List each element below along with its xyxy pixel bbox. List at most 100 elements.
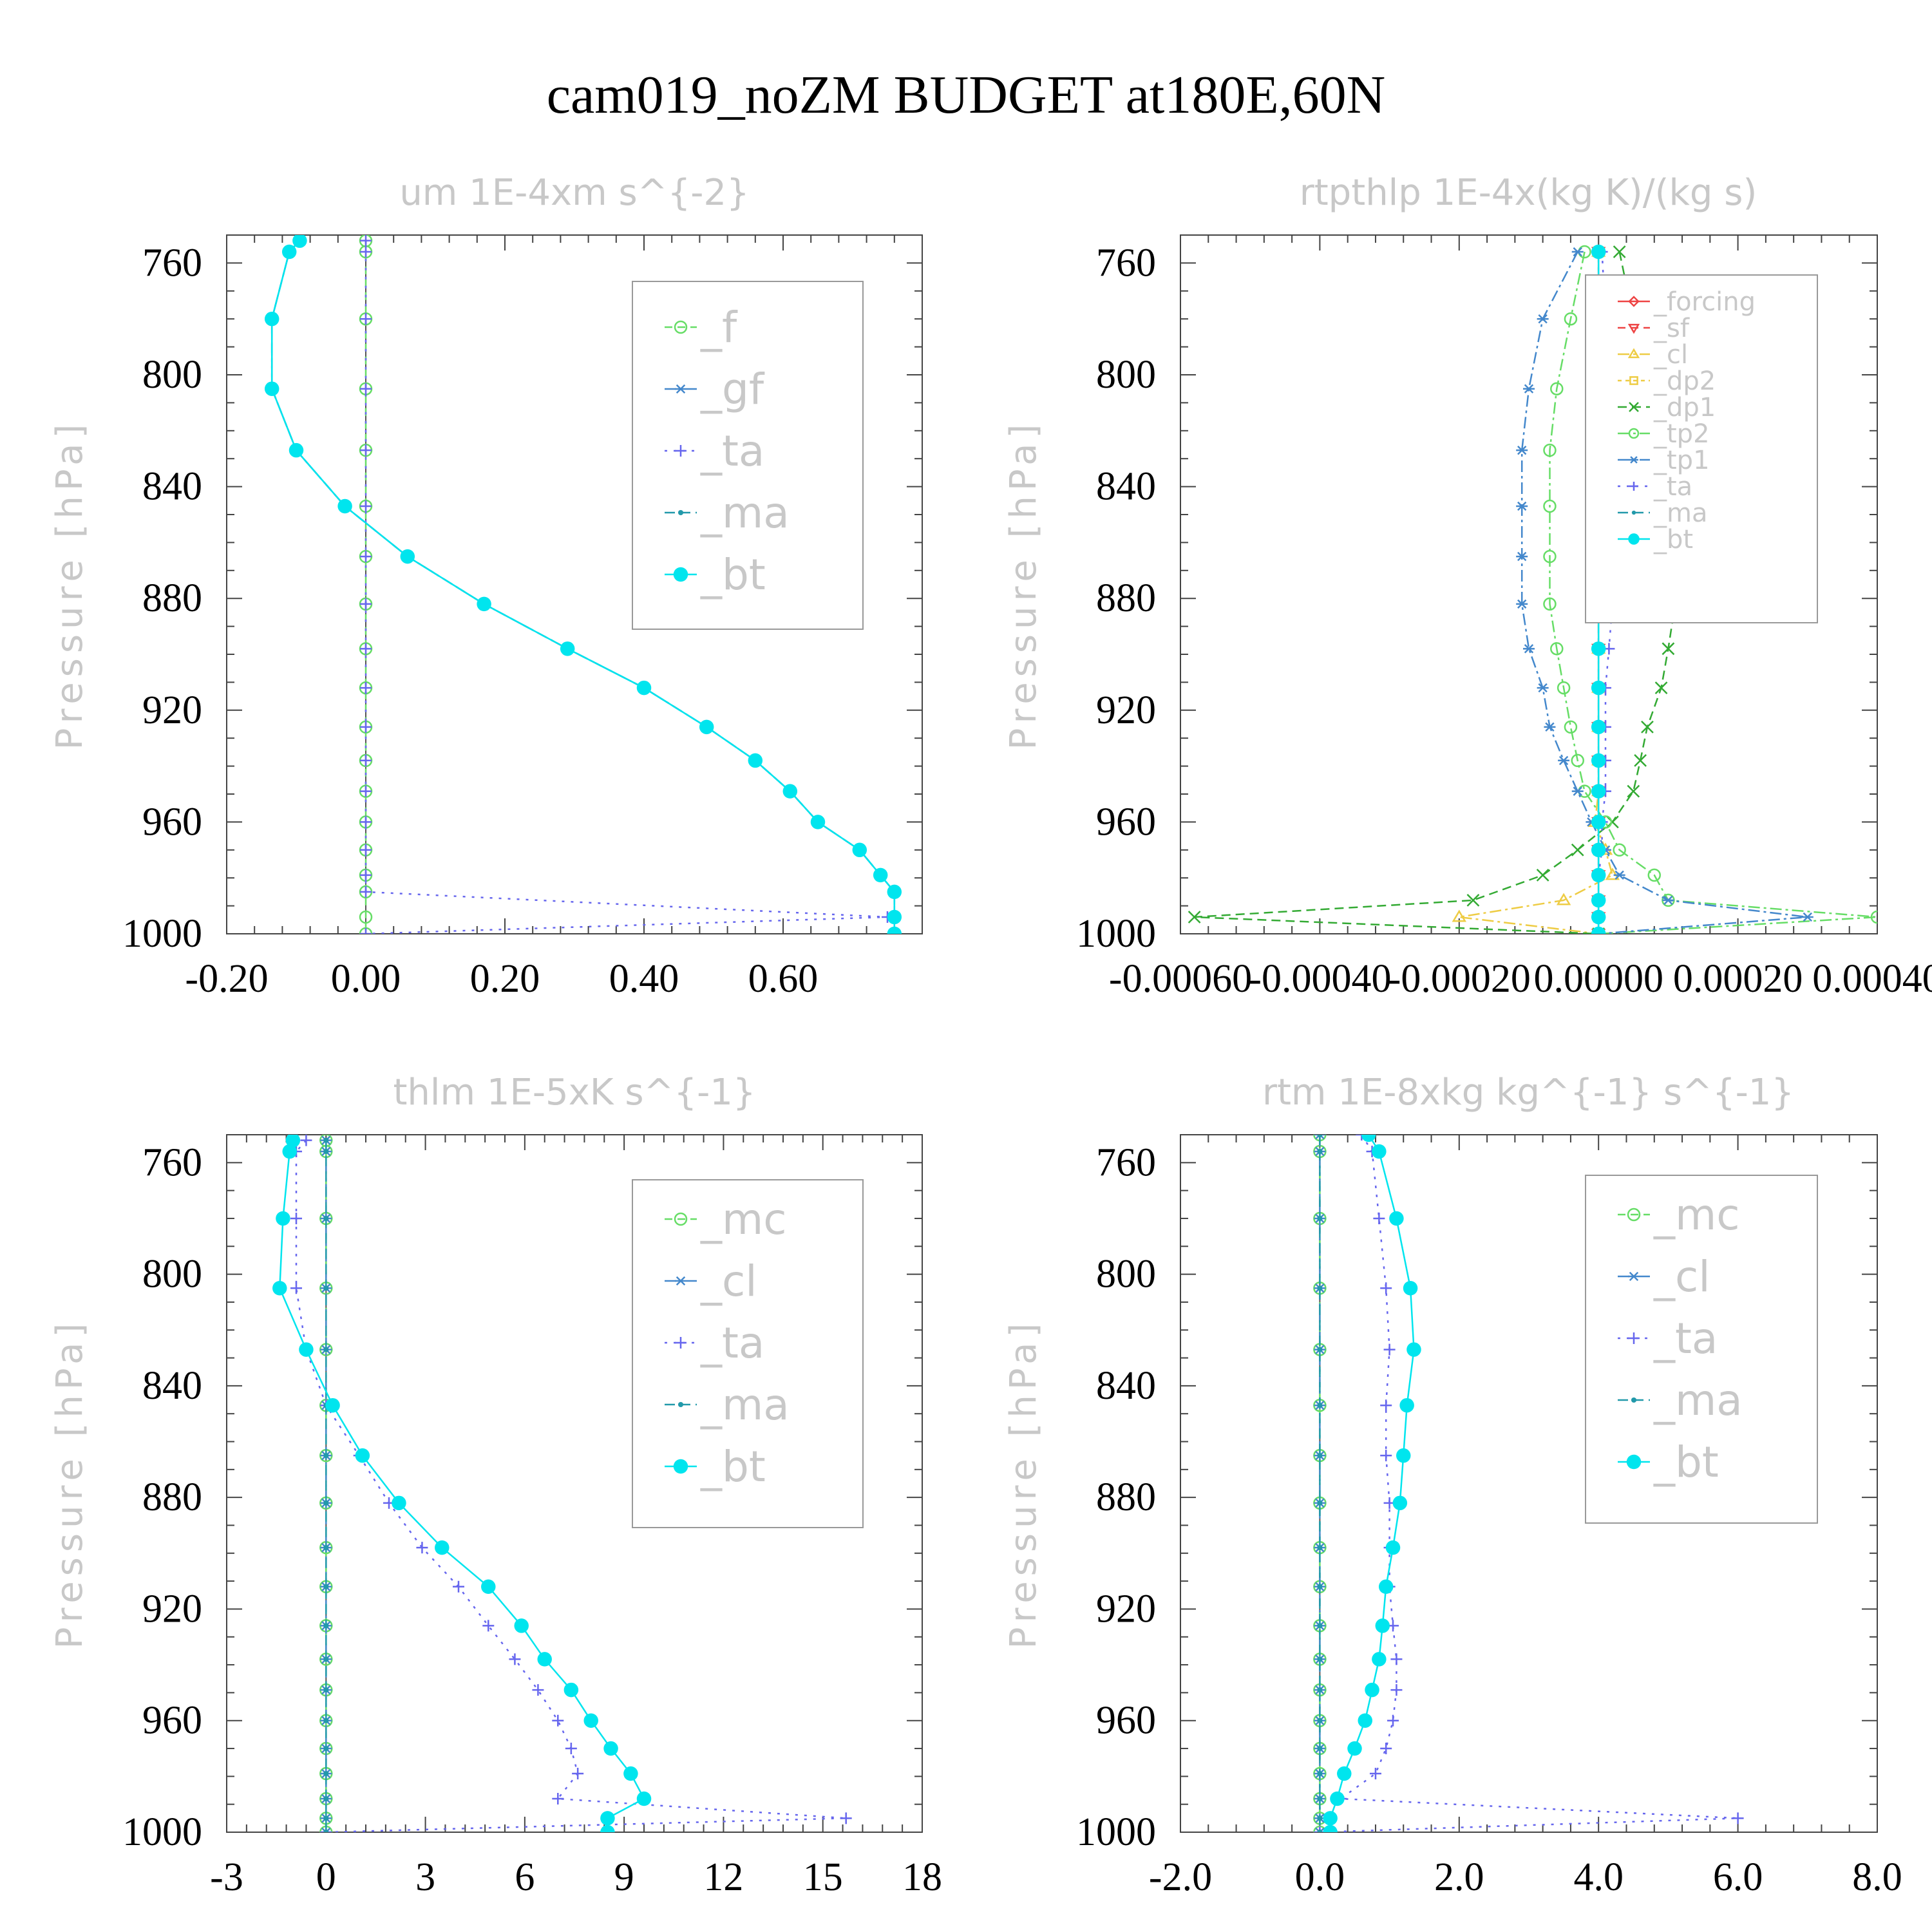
data-point-tp1 [1801, 912, 1814, 922]
data-point-bt [1591, 680, 1606, 696]
legend-marker [1627, 1208, 1641, 1222]
chart-panel-1: um 1E-4xm s^{-2} 760 800 840 880 920 960 1000-0… [49, 172, 923, 1001]
panel-title: rtm 1E-8xkg kg^{-1} s^{-1} [1262, 1072, 1794, 1113]
data-point-ma [1317, 1347, 1323, 1352]
legend-marker [1628, 296, 1640, 307]
data-point-cl [1314, 1827, 1326, 1832]
data-point-bt [1365, 1682, 1379, 1698]
data-point-bt [289, 442, 304, 458]
data-point-ta [360, 844, 372, 856]
y-tick-label: 760 [1096, 1141, 1156, 1184]
x-tick-label: 6 [515, 1855, 535, 1899]
x-tick-label: -0.00040 [1248, 957, 1391, 1001]
data-point-cl [320, 1827, 332, 1832]
data-point-bt [699, 719, 714, 735]
data-point-ma [1317, 1584, 1323, 1589]
legend-label: _ma [1653, 498, 1707, 528]
data-point-dp1 [1536, 868, 1549, 882]
y-axis-label: Pressure [hPa] [49, 419, 91, 750]
data-point-ta [360, 444, 372, 457]
data-point-tp2 [1571, 753, 1584, 768]
data-point-bt [560, 641, 575, 656]
data-point-bt [1591, 842, 1606, 858]
data-point-ta [290, 1212, 302, 1224]
data-point-tp1 [1523, 644, 1535, 654]
x-tick-label: -0.00060 [1109, 957, 1252, 1001]
data-point-ma [323, 1137, 329, 1143]
data-point-ta [416, 1542, 428, 1554]
data-point-ta [360, 551, 372, 563]
data-point-ma [323, 1623, 329, 1629]
legend-box [1585, 1175, 1818, 1524]
data-point-bt [873, 867, 888, 883]
x-tick-label: 12 [703, 1855, 743, 1899]
y-tick-label: 1000 [122, 1810, 202, 1854]
data-point-tp1 [1558, 755, 1570, 766]
x-tick-label: -3 [210, 1855, 243, 1899]
data-point-tp1 [1516, 445, 1528, 455]
data-point-bt [514, 1618, 529, 1633]
data-point-ma [323, 1453, 329, 1459]
panel-title: um 1E-4xm s^{-2} [399, 172, 749, 214]
data-point-tp2 [1564, 720, 1578, 734]
legend-marker [1628, 428, 1640, 439]
data-point-ta [290, 1282, 302, 1294]
data-point-ma [323, 1148, 329, 1155]
x-tick-label: 9 [614, 1855, 634, 1899]
legend-marker [1627, 348, 1640, 359]
data-point-dp1 [1641, 720, 1654, 734]
data-point-ma [1317, 1285, 1323, 1291]
legend-label: _bt [1653, 1437, 1719, 1487]
series-group [1313, 1135, 1744, 1832]
y-tick-label: 1000 [1076, 912, 1156, 956]
x-tick-label: -0.00020 [1388, 957, 1531, 1001]
data-point-ma [1317, 1545, 1323, 1551]
legend-label: _ma [700, 488, 790, 538]
data-point-ta [1383, 1343, 1396, 1356]
data-point-ma [1317, 1829, 1323, 1832]
data-point-cl [1556, 893, 1571, 905]
data-point-bt [1358, 1713, 1372, 1728]
data-point-tp2 [1550, 382, 1564, 395]
data-point-dp1 [1662, 642, 1675, 656]
data-point-ma [323, 1815, 329, 1821]
data-point-tp1 [1571, 786, 1584, 796]
data-point-cl [1314, 1135, 1326, 1140]
data-point-ta [840, 1812, 852, 1824]
x-tick-label: 0.40 [609, 957, 679, 1001]
y-tick-label: 840 [1096, 465, 1156, 509]
y-tick-label: 760 [142, 1141, 202, 1184]
data-point-ta [360, 816, 372, 828]
data-point-ta [1373, 1212, 1385, 1224]
data-point-bt [1591, 926, 1606, 934]
data-point-ma [323, 1215, 329, 1222]
data-point-ma [323, 1770, 329, 1777]
y-tick-label: 760 [1096, 241, 1156, 285]
data-point-tp1 [1516, 501, 1528, 511]
data-point-dp1 [1654, 681, 1668, 694]
data-point-bt [623, 1766, 638, 1781]
legend-label: _f [700, 303, 738, 352]
data-point-bt [1591, 867, 1606, 883]
data-point-bt [583, 1713, 598, 1728]
x-tick-label: 0.00000 [1533, 957, 1663, 1001]
y-tick-label: 920 [142, 688, 202, 732]
x-tick-label: 0.00 [331, 957, 401, 1001]
legend-marker [1626, 1454, 1642, 1470]
data-point-dp1 [1571, 843, 1584, 857]
data-point-bt [477, 596, 491, 612]
data-point-ma [1317, 1500, 1323, 1506]
data-point-ma [1317, 1718, 1323, 1723]
data-point-bt [355, 1448, 370, 1463]
data-point-dp1 [1188, 911, 1201, 923]
data-point-tp2 [1564, 312, 1578, 326]
x-tick-label: -0.20 [185, 957, 268, 1001]
legend: _forcing_sf_cl_dp2_dp1_tp2_tp1_ta_ma_bt [1585, 274, 1818, 623]
y-tick-label: 960 [142, 1699, 202, 1743]
y-tick-label: 920 [142, 1587, 202, 1631]
plot-frame [226, 234, 923, 934]
legend-label: _tp1 [1653, 446, 1710, 475]
legend-label: _cl [700, 1256, 757, 1306]
legend-label: _ta [700, 1318, 764, 1368]
